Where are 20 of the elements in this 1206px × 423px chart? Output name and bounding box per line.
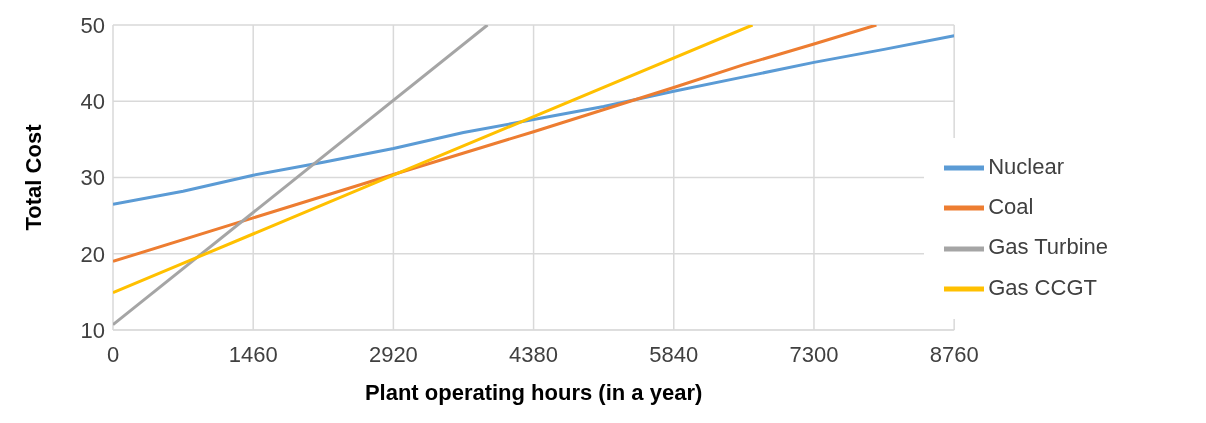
legend-label: Gas Turbine [988,234,1108,260]
x-tick-label: 5840 [649,341,699,367]
x-tick-label: 1460 [228,341,278,367]
x-tick-label: 0 [106,341,120,367]
legend-label: Gas CCGT [988,274,1097,300]
x-tick-label: 4380 [509,341,559,367]
x-tick-label: 8760 [929,341,979,367]
x-tick-label: 2920 [368,341,418,367]
x-tick-label: 7300 [789,341,839,367]
y-axis-title: Total Cost [20,123,46,231]
y-tick-label: 20 [80,241,105,267]
line-series [113,34,955,206]
y-tick-label: 10 [80,317,105,343]
y-tick-label: 40 [80,89,105,115]
y-tick-label: 30 [80,165,105,191]
line-series [113,25,878,263]
y-tick-label: 50 [80,12,105,38]
legend-label: Coal [988,194,1034,220]
legend-label: Nuclear [988,154,1064,179]
x-axis-title: Plant operating hours (in a year) [364,380,703,405]
